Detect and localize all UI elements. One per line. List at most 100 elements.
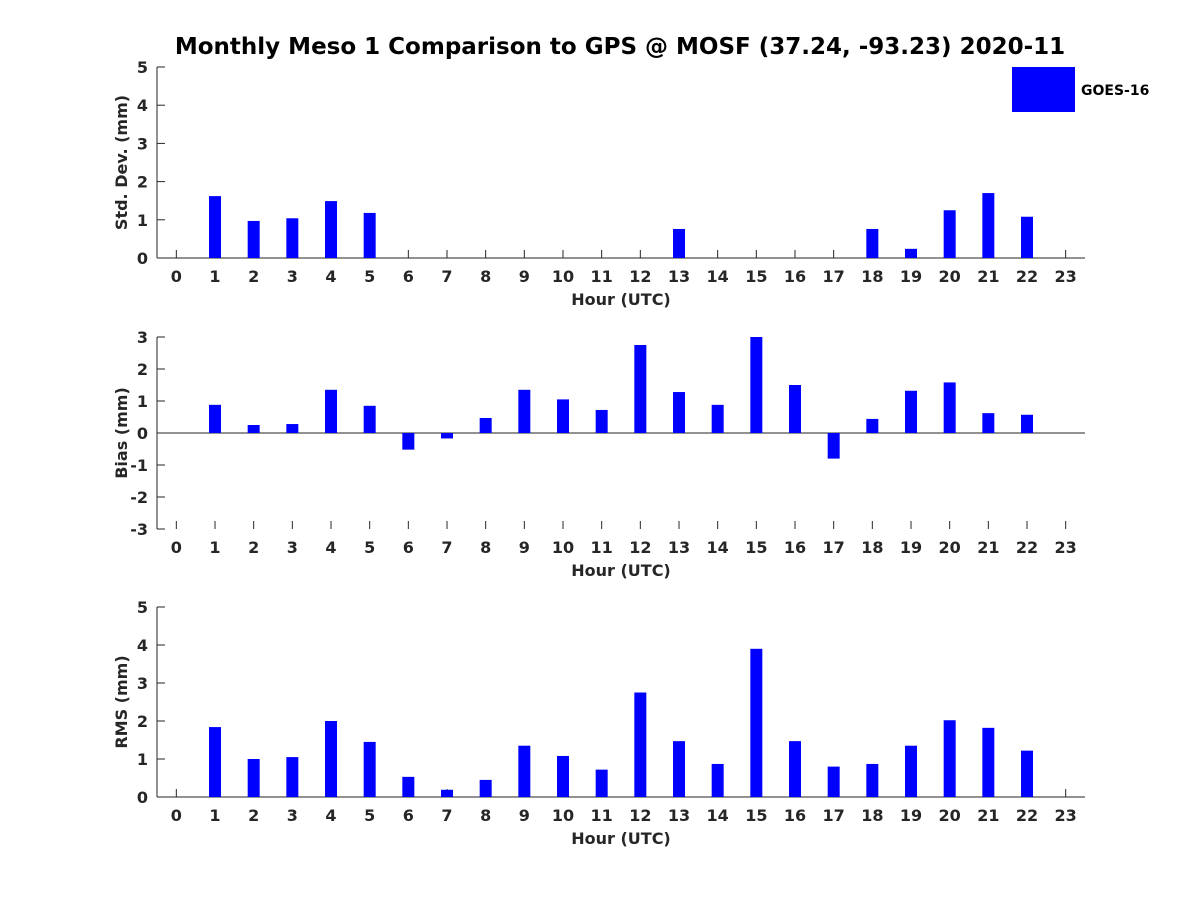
x-tick-label: 21 — [977, 806, 999, 825]
bar — [866, 228, 879, 258]
x-tick-label: 14 — [707, 806, 729, 825]
bar — [286, 218, 299, 258]
x-tick-label: 10 — [552, 806, 574, 825]
bar — [1021, 216, 1033, 258]
x-tick-label: 17 — [823, 267, 845, 286]
x-tick-label: 5 — [364, 267, 375, 286]
x-tick-label: 10 — [552, 267, 574, 286]
x-axis-label: Hour (UTC) — [571, 829, 671, 848]
legend-label: GOES-16 — [1081, 83, 1149, 99]
x-tick-label: 17 — [823, 538, 845, 557]
x-tick-label: 14 — [707, 267, 729, 286]
y-tick-label: 3 — [137, 134, 148, 153]
x-tick-label: 22 — [1016, 806, 1038, 825]
bar — [479, 779, 492, 797]
bar — [286, 757, 299, 797]
y-tick-label: 2 — [137, 360, 148, 379]
x-tick-label: 4 — [325, 267, 336, 286]
y-tick-label: 0 — [137, 424, 148, 443]
bar — [943, 382, 956, 433]
bar — [982, 727, 995, 797]
bar — [827, 433, 840, 459]
x-tick-label: 19 — [900, 806, 922, 825]
y-axis-label: Std. Dev. (mm) — [112, 95, 131, 230]
x-axis-label: Hour (UTC) — [571, 561, 671, 580]
bar — [905, 745, 917, 797]
bar — [673, 741, 685, 797]
x-tick-label: 21 — [977, 267, 999, 286]
x-tick-label: 8 — [480, 538, 491, 557]
legend-swatch — [1012, 67, 1075, 112]
bar — [750, 337, 763, 433]
x-tick-label: 3 — [287, 806, 298, 825]
bar — [479, 417, 492, 433]
x-tick-label: 18 — [861, 267, 883, 286]
bar — [866, 763, 879, 797]
y-tick-label: -1 — [130, 456, 148, 475]
x-tick-label: 0 — [171, 267, 182, 286]
x-axis-label: Hour (UTC) — [571, 290, 671, 309]
y-tick-label: 2 — [137, 173, 148, 192]
x-tick-label: 23 — [1055, 806, 1077, 825]
y-axis-label: RMS (mm) — [112, 655, 131, 748]
x-tick-label: 19 — [900, 538, 922, 557]
x-tick-label: 23 — [1055, 538, 1077, 557]
x-tick-label: 7 — [441, 267, 452, 286]
y-tick-label: -3 — [130, 520, 148, 539]
y-tick-label: 3 — [137, 328, 148, 347]
x-tick-label: 23 — [1055, 267, 1077, 286]
bar — [673, 392, 685, 433]
x-tick-label: 19 — [900, 267, 922, 286]
x-tick-label: 16 — [784, 806, 806, 825]
x-tick-label: 21 — [977, 538, 999, 557]
x-tick-label: 9 — [519, 806, 530, 825]
y-tick-label: 2 — [137, 712, 148, 731]
bar — [634, 692, 647, 797]
x-tick-label: 7 — [441, 538, 452, 557]
x-tick-label: 18 — [861, 806, 883, 825]
bar — [557, 755, 569, 797]
x-tick-label: 4 — [325, 806, 336, 825]
y-tick-label: 5 — [137, 598, 148, 617]
bar — [363, 741, 376, 797]
x-tick-label: 3 — [287, 538, 298, 557]
x-tick-label: 1 — [209, 267, 220, 286]
y-axis-label: Bias (mm) — [112, 387, 131, 479]
bar — [943, 210, 956, 258]
bar — [209, 404, 221, 433]
bar — [595, 769, 608, 797]
chart-title: Monthly Meso 1 Comparison to GPS @ MOSF … — [175, 34, 1065, 60]
x-tick-label: 5 — [364, 806, 375, 825]
bar — [905, 248, 917, 258]
bar — [325, 201, 337, 258]
bar — [441, 789, 453, 797]
x-tick-label: 11 — [591, 806, 613, 825]
bar — [789, 741, 801, 797]
y-tick-label: 5 — [137, 58, 148, 77]
bar — [673, 228, 685, 258]
bar — [1021, 414, 1033, 433]
x-tick-label: 20 — [939, 267, 961, 286]
y-tick-label: 0 — [137, 788, 148, 807]
x-tick-label: 1 — [209, 538, 220, 557]
x-tick-label: 16 — [784, 267, 806, 286]
bar — [209, 727, 221, 797]
bar — [518, 745, 531, 797]
x-tick-label: 12 — [629, 538, 651, 557]
x-tick-label: 8 — [480, 806, 491, 825]
x-tick-label: 0 — [171, 538, 182, 557]
x-tick-label: 15 — [745, 267, 767, 286]
x-tick-label: 13 — [668, 806, 690, 825]
x-tick-label: 18 — [861, 538, 883, 557]
x-tick-label: 11 — [591, 538, 613, 557]
x-tick-label: 14 — [707, 538, 729, 557]
bar — [634, 345, 647, 433]
y-tick-label: 3 — [137, 674, 148, 693]
bar — [943, 720, 956, 797]
bar — [286, 424, 299, 433]
x-tick-label: 6 — [403, 267, 414, 286]
x-tick-label: 1 — [209, 806, 220, 825]
